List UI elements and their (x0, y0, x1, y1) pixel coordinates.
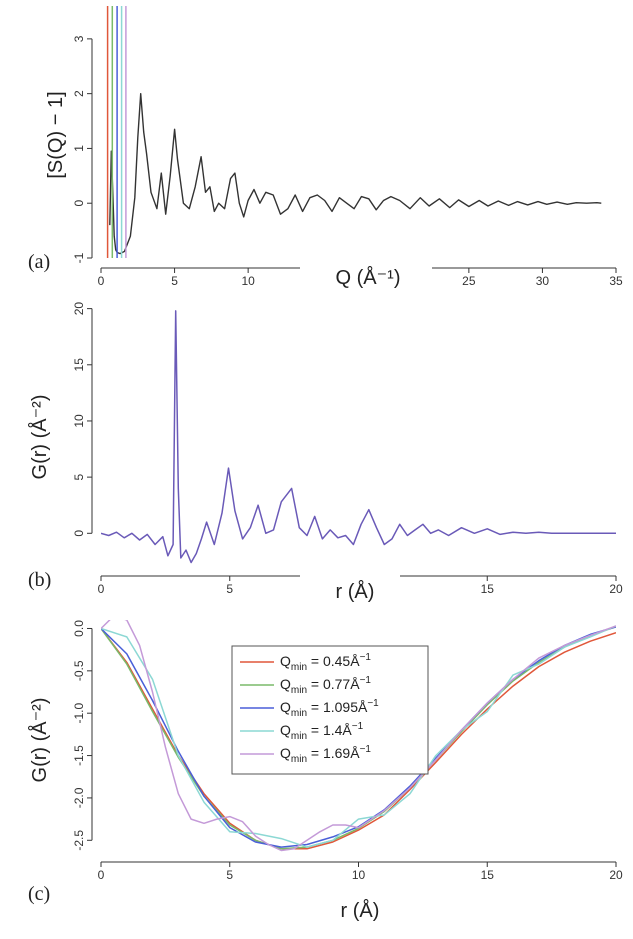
y-tick-label: 10 (72, 414, 86, 428)
y-tick-label: -1.0 (72, 703, 86, 724)
x-tick-label: 5 (226, 582, 233, 596)
y-tick-label: 0 (72, 200, 86, 207)
panel-a-series (106, 6, 602, 258)
legend-entry: Qmin = 1.095Å−1 (280, 698, 379, 719)
y-tick-label: 1 (72, 145, 86, 152)
y-tick-label: -2.5 (72, 830, 86, 851)
x-tick-label: 20 (609, 582, 623, 596)
x-tick-label: 10 (241, 274, 255, 288)
y-tick-label: -1 (72, 252, 86, 263)
y-tick-label: 3 (72, 35, 86, 42)
series-line (109, 92, 602, 255)
panel-c-axes: 0.0 -0.5 -1.0 -1.5 -2.0 -2.5 0 5 10 15 20 (72, 620, 623, 882)
x-tick-label: 35 (609, 274, 623, 288)
panel-c: 0.0 -0.5 -1.0 -1.5 -2.0 -2.5 0 5 10 15 20 G(r) (Å⁻… (28, 620, 623, 922)
series-line (101, 626, 616, 848)
x-tick-label: 0 (98, 868, 105, 882)
x-tick-label: 30 (536, 274, 550, 288)
x-tick-label: 5 (171, 274, 178, 288)
panel-a-xlabel: Q (Å⁻¹) (336, 266, 401, 289)
y-tick-label: 5 (72, 473, 86, 480)
x-tick-label: 15 (481, 582, 495, 596)
x-tick-label: 5 (226, 868, 233, 882)
legend-entry: Qmin = 0.45Å−1 (280, 652, 371, 673)
panel-c-xlabel: r (Å) (341, 899, 380, 922)
panel-c-letter: (c) (28, 883, 50, 905)
y-tick-label: 0 (72, 530, 86, 537)
legend-entry: Qmin = 0.77Å−1 (280, 675, 371, 696)
legend-box (231, 645, 429, 775)
x-tick-label: 10 (352, 868, 366, 882)
y-tick-label: -2.0 (72, 787, 86, 808)
panel-b-xlabel: r (Å) (336, 580, 375, 603)
panel-b-series (101, 310, 616, 564)
panel-b-axes: 0 5 10 15 20 0 5 15 20 (72, 302, 623, 596)
y-tick-label: 20 (72, 302, 86, 316)
x-tick-label: 20 (609, 868, 623, 882)
legend-entry: Qmin = 1.69Å−1 (280, 744, 371, 765)
y-tick-label: 15 (72, 358, 86, 372)
x-tick-label: 0 (98, 274, 105, 288)
panel-a-letter: (a) (28, 251, 50, 273)
y-tick-label: -0.5 (72, 660, 86, 681)
panel-a-ylabel: [S(Q) − 1] (45, 91, 67, 178)
y-tick-label: 0.0 (72, 620, 86, 637)
series-line (101, 620, 616, 852)
panel-b-ylabel: G(r) (Å⁻²) (28, 395, 51, 480)
series-line (101, 625, 616, 848)
y-tick-label: 2 (72, 90, 86, 97)
panel-b: 0 5 10 15 20 0 5 15 20 G(r) (Å⁻²) r (Å) (b) (28, 302, 623, 603)
y-tick-label: -1.5 (72, 745, 86, 766)
panel-c-series (101, 620, 616, 852)
series-line (101, 628, 616, 850)
x-tick-label: 0 (98, 582, 105, 596)
x-tick-label: 15 (481, 868, 495, 882)
panel-b-letter: (b) (28, 569, 51, 591)
panel-c-ylabel: G(r) (Å⁻²) (28, 698, 51, 783)
x-tick-label: 25 (462, 274, 476, 288)
series-line (101, 310, 616, 564)
legend-entry: Qmin = 1.4Å−1 (280, 721, 364, 742)
